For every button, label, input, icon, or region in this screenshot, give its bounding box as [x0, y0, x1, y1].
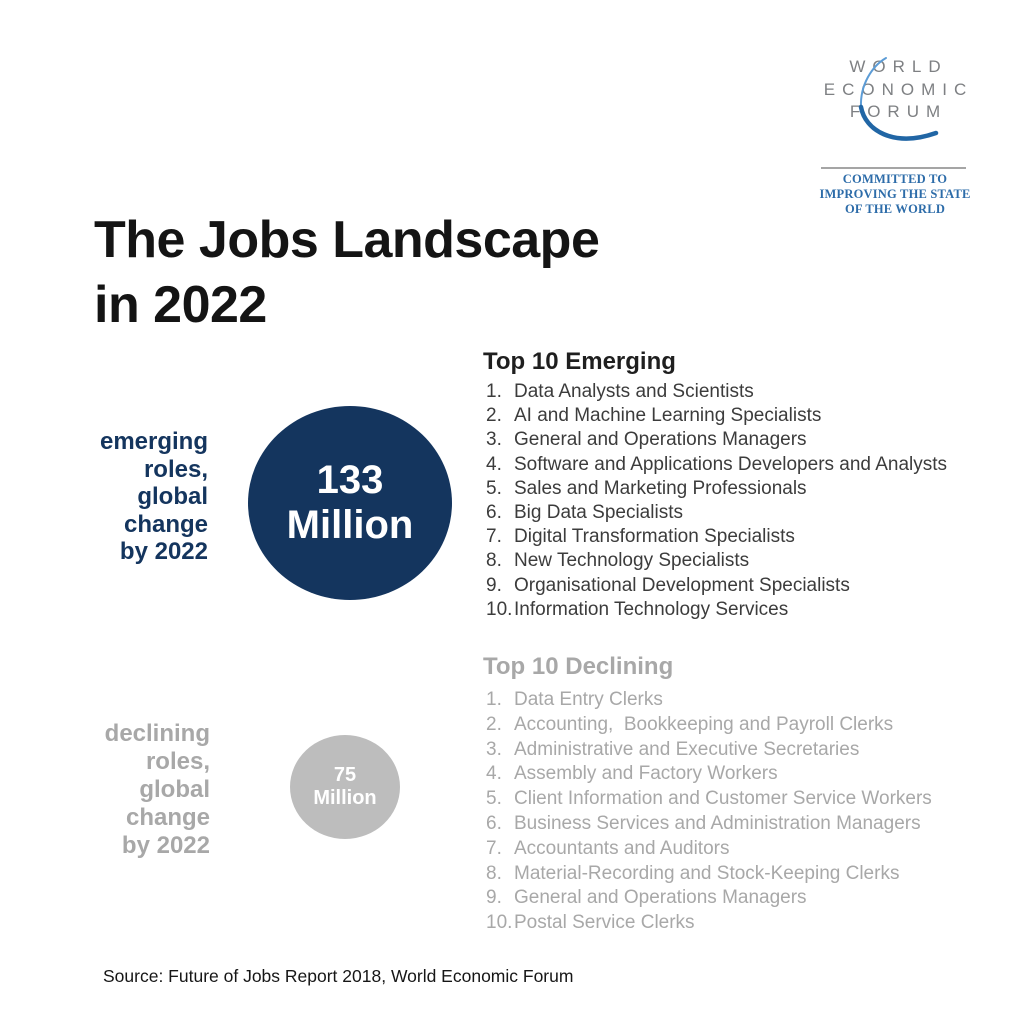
item-text: Digital Transformation Specialists [514, 526, 795, 548]
item-text: Administrative and Executive Secretaries [514, 738, 860, 760]
emerging-bubble-value: 133 [316, 458, 384, 502]
list-item: 6. Big Data Specialists [486, 501, 966, 525]
emerging-bubble: 133 Million [248, 406, 452, 600]
list-item: 7. Digital Transformation Specialists [486, 525, 966, 549]
list-item: 10. Information Technology Services [486, 598, 966, 622]
item-number: 3. [486, 429, 502, 451]
list-item: 5. Client Information and Customer Servic… [486, 787, 966, 812]
top-10-emerging-heading: Top 10 Emerging [483, 348, 676, 375]
top-10-declining-heading: Top 10 Declining [483, 653, 674, 680]
item-number: 1. [486, 689, 502, 710]
item-text: Sales and Marketing Professionals [514, 477, 807, 499]
item-text: Information Technology Services [514, 598, 789, 620]
declining-bubble-unit: Million [313, 787, 377, 809]
item-text: General and Operations Managers [514, 429, 807, 451]
item-number: 5. [486, 477, 502, 499]
emerging-roles-label: emerging roles, global change by 2022 [99, 428, 208, 565]
item-number: 10. [486, 598, 513, 620]
item-text: Accountants and Auditors [514, 837, 730, 859]
item-text: Postal Service Clerks [514, 912, 695, 934]
item-text: Data Analysts and Scientists [514, 381, 754, 402]
emerging-bubble-unit: Million [286, 503, 414, 547]
top-10-emerging-list: 1. Data Analysts and Scientists 2. AI and … [486, 380, 966, 622]
item-number: 9. [486, 574, 502, 596]
wef-logo-word-economic: ECONOMIC [823, 79, 974, 99]
item-number: 4. [486, 453, 502, 475]
item-number: 1. [486, 381, 502, 402]
item-number: 5. [486, 788, 502, 810]
page-title-line2: in 2022 [94, 276, 267, 334]
item-text: Material-Recording and Stock-Keeping Cle… [514, 862, 900, 884]
item-number: 2. [486, 713, 502, 735]
item-number: 6. [486, 502, 502, 524]
item-number: 10. [486, 912, 513, 934]
item-text: Client Information and Customer Service … [514, 788, 932, 810]
list-item: 7. Accountants and Auditors [486, 837, 966, 862]
list-item: 10. Postal Service Clerks [486, 911, 966, 936]
item-text: Software and Applications Developers and… [514, 453, 948, 475]
list-item: 2. Accounting, Bookkeeping and Payroll Cl… [486, 713, 966, 738]
item-number: 4. [486, 763, 502, 785]
source-attribution: Source: Future of Jobs Report 2018, Worl… [103, 966, 574, 986]
wef-logo-arc-icon [858, 57, 939, 141]
list-item: 2. AI and Machine Learning Specialists [486, 404, 966, 428]
declining-roles-label: declining roles, global change by 2022 [104, 720, 210, 859]
list-item: 1. Data Analysts and Scientists [486, 380, 966, 404]
list-item: 3. General and Operations Managers [486, 428, 966, 452]
top-10-declining-list: 1. Data Entry Clerks 2. Accounting, Bookke… [486, 688, 966, 936]
list-item: 4. Software and Applications Developers a… [486, 453, 966, 477]
list-item: 5. Sales and Marketing Professionals [486, 477, 966, 501]
item-number: 3. [486, 738, 502, 760]
item-text: Data Entry Clerks [514, 689, 663, 710]
declining-bubble: 75 Million [290, 735, 400, 839]
list-item: 6. Business Services and Administration M… [486, 812, 966, 837]
page-title-line1: The Jobs Landscape [94, 211, 600, 269]
wef-logo-tagline: COMMITTED TO IMPROVING THE STATE OF THE … [819, 172, 971, 216]
wef-logo-divider [821, 167, 966, 169]
list-item: 1. Data Entry Clerks [486, 688, 966, 713]
item-text: General and Operations Managers [514, 887, 807, 909]
list-item: 9. Organisational Development Specialists [486, 574, 966, 598]
item-number: 6. [486, 812, 502, 834]
item-text: Assembly and Factory Workers [514, 763, 778, 785]
list-item: 8. New Technology Specialists [486, 549, 966, 573]
item-text: New Technology Specialists [514, 550, 750, 572]
item-number: 8. [486, 862, 502, 884]
declining-bubble-value: 75 [333, 764, 357, 786]
item-number: 8. [486, 550, 502, 572]
item-text: Big Data Specialists [514, 502, 683, 524]
wef-logo-word-forum: FORUM [849, 102, 948, 121]
list-item: 8. Material-Recording and Stock-Keeping C… [486, 862, 966, 887]
item-number: 2. [486, 405, 502, 427]
item-number: 7. [486, 526, 502, 548]
item-text: Business Services and Administration Man… [514, 812, 921, 834]
page-title: The Jobs Landscape in 2022 [94, 208, 600, 338]
list-item: 3. Administrative and Executive Secretari… [486, 738, 966, 763]
list-item: 4. Assembly and Factory Workers [486, 762, 966, 787]
item-number: 7. [486, 837, 502, 859]
item-number: 9. [486, 887, 502, 909]
list-item: 9. General and Operations Managers [486, 886, 966, 911]
item-text: Organisational Development Specialists [514, 574, 850, 596]
item-text: AI and Machine Learning Specialists [514, 405, 822, 427]
item-text: Accounting, Bookkeeping and Payroll Cler… [514, 713, 894, 735]
